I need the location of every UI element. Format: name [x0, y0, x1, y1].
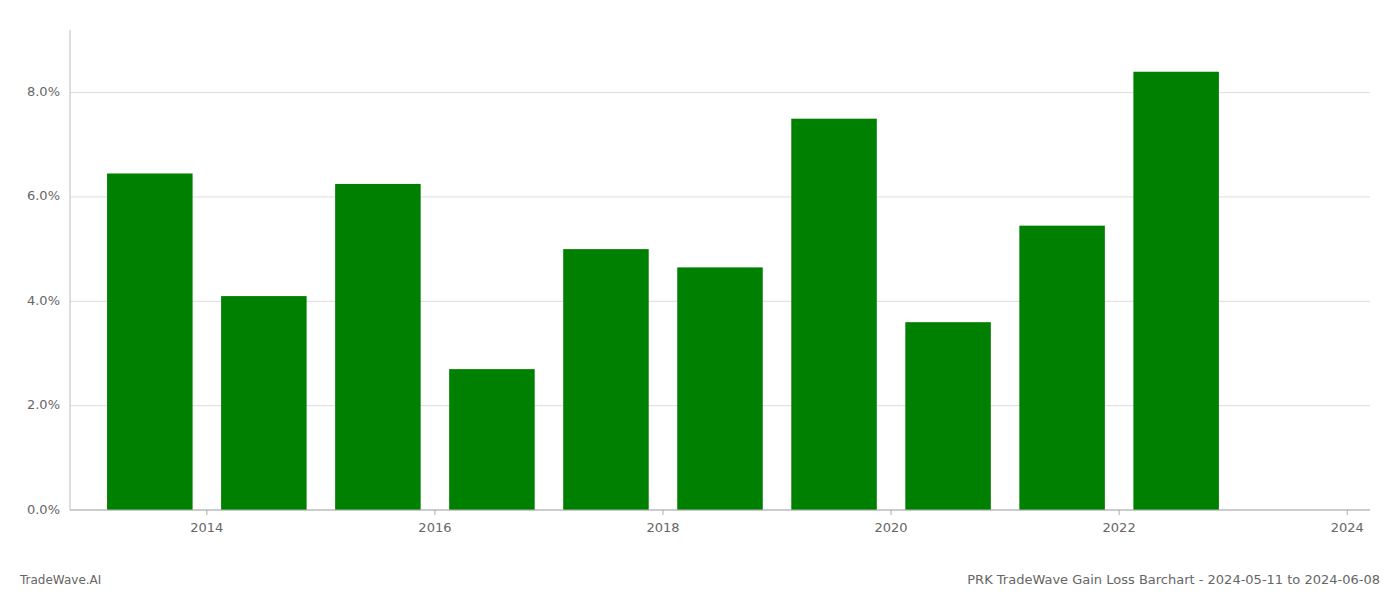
bar [905, 322, 991, 510]
x-tick [1119, 510, 1120, 515]
bar [791, 119, 877, 510]
footer: TradeWave.AI [19, 573, 101, 587]
x-tick [206, 510, 207, 515]
y-tick-label: 0.0% [27, 502, 60, 517]
page: {"chart_data": {"type": "bar", "title": … [0, 0, 1400, 600]
x-tick-label: 2020 [875, 520, 908, 535]
bar [449, 369, 535, 510]
x-tick-label: 2014 [190, 520, 223, 535]
chart-container: 0.0% 2.0% 4.0% 6.0% 8.0% 2014 2016 2018 2020 2022… [0, 0, 1400, 600]
chart-svg: 0.0% 2.0% 4.0% 6.0% 8.0% 2014 2016 2018 2020 2022… [0, 0, 1400, 600]
x-tick [662, 510, 663, 515]
x-tick-label: 2022 [1103, 520, 1136, 535]
x-axis: 2014 2016 2018 2020 2022 2024 [70, 510, 1370, 535]
x-tick-label: 2018 [646, 520, 679, 535]
grid-line [70, 510, 1370, 511]
title: PRK TradeWave Gain Loss Barchart - 2024-… [967, 572, 1380, 587]
bar [1019, 226, 1105, 510]
bars [107, 72, 1219, 510]
background [0, 0, 1400, 600]
bar [335, 184, 421, 510]
y-tick-label: 2.0% [27, 397, 60, 412]
x-tick [434, 510, 435, 515]
x-tick-label: 2024 [1331, 520, 1364, 535]
y-tick-label: 6.0% [27, 188, 60, 203]
y-axis: 0.0% 2.0% 4.0% 6.0% 8.0% [27, 30, 70, 517]
y-tick-label: 4.0% [27, 293, 60, 308]
y-tick-label: 8.0% [27, 84, 60, 99]
bar [107, 173, 193, 510]
bar [563, 249, 649, 510]
y-axis-line [70, 30, 71, 510]
bar [221, 296, 307, 510]
x-tick [891, 510, 892, 515]
x-tick-label: 2016 [418, 520, 451, 535]
bar [1133, 72, 1219, 510]
x-axis-line [70, 510, 1370, 511]
bar [677, 267, 763, 510]
x-tick [1347, 510, 1348, 515]
